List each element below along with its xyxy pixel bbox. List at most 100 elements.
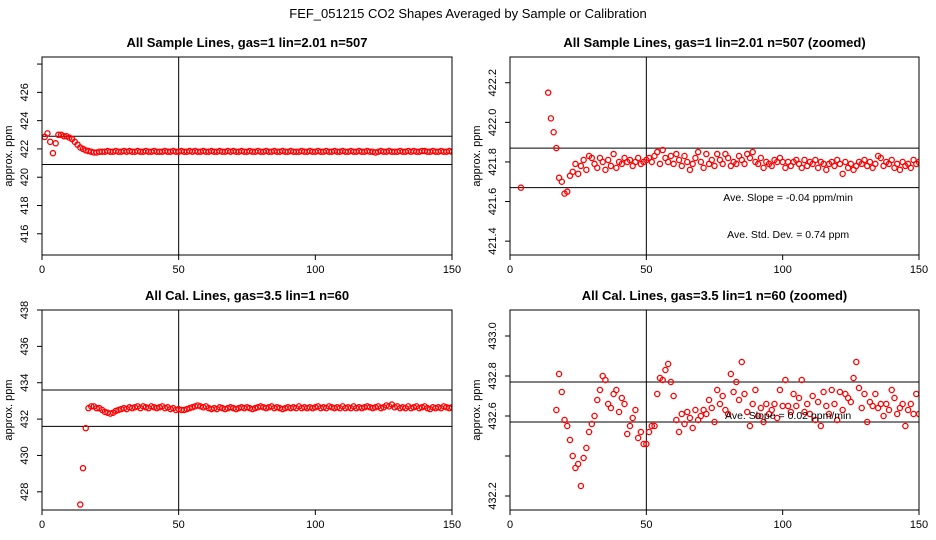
panel-sample-lines-y-tick-label-1: 418 <box>19 196 31 214</box>
panel-cal-lines-zoomed-point-77 <box>763 400 770 408</box>
panel-sample-lines-zoomed-point-67 <box>724 154 732 162</box>
panel-cal-lines-zoomed-point-3 <box>561 416 568 424</box>
panel-sample-lines-zoomed-point-65 <box>719 160 726 168</box>
panel-sample-lines-zoomed-point-127 <box>888 156 895 164</box>
panel-cal-lines-zoomed-point-123 <box>888 386 895 394</box>
panel-sample-lines-zoomed-point-73 <box>741 160 748 168</box>
panel-cal-lines-zoomed-point-48 <box>683 408 691 416</box>
panel-sample-lines-zoomed-point-14 <box>580 156 587 164</box>
panel-cal-lines-x-tick-label-3: 150 <box>443 519 461 531</box>
panel-cal-lines-zoomed-point-41 <box>664 360 672 368</box>
panel-sample-lines-zoomed-point-119 <box>866 158 874 166</box>
panel-cal-lines-zoomed-point-63 <box>724 410 732 418</box>
panel-cal-lines-zoomed-point-121 <box>883 400 890 408</box>
panel-cal-lines-zoomed-point-10 <box>580 454 587 462</box>
panel-cal-lines-zoomed-point-9 <box>577 482 585 490</box>
panel-cal-lines-zoomed-point-47 <box>681 420 688 428</box>
panel-cal-lines-zoomed-point-22 <box>613 386 620 394</box>
panel-cal-lines-zoomed-point-79 <box>768 406 776 414</box>
panel-cal-lines-zoomed-point-8 <box>574 460 582 468</box>
panel-sample-lines-zoomed-point-24 <box>607 162 615 170</box>
panel-sample-lines-zoomed-point-22 <box>602 166 609 174</box>
panel-cal-lines-zoomed-point-72 <box>749 400 756 408</box>
panel-sample-lines-zoomed-point-58 <box>700 164 707 172</box>
panel-sample-lines-point-4 <box>52 140 59 147</box>
panel-cal-lines-zoomed-point-31 <box>637 428 645 436</box>
panel-cal-lines-zoomed-point-66 <box>733 378 740 386</box>
panel-cal-lines-x-tick-label-2: 100 <box>306 519 324 531</box>
panel-sample-lines-zoomed-point-51 <box>681 152 688 160</box>
panel-sample-lines-frame <box>41 56 453 256</box>
panel-cal-lines-zoomed-point-99 <box>823 402 830 410</box>
panel-cal-lines-zoomed-point-109 <box>850 374 857 382</box>
panel-cal-lines-zoomed-point-81 <box>773 414 781 422</box>
panel-sample-lines-zoomed-point-95 <box>801 156 808 164</box>
panel-sample-lines-x-tick-label-1: 50 <box>173 264 185 276</box>
panel-cal-lines-zoomed-point-104 <box>836 388 844 396</box>
panel-cal-lines-zoomed-point-6 <box>569 452 576 460</box>
panel-cal-lines-zoomed-point-55 <box>703 410 710 418</box>
panel-cal-lines-zoomed-point-45 <box>675 428 683 436</box>
panel-cal-lines-zoomed-point-87 <box>790 390 797 398</box>
panel-cal-lines-zoomed-point-26 <box>623 430 631 438</box>
panel-cal-lines-zoomed-point-119 <box>877 400 885 408</box>
panel-cal-lines-point-0 <box>77 501 84 508</box>
panel-cal-lines-zoomed-point-14 <box>591 412 598 420</box>
panel-sample-lines-zoomed-point-2 <box>547 115 555 122</box>
panel-cal-lines-zoomed-point-129 <box>904 406 912 414</box>
panel-cal-lines-zoomed-x-tick-label-2: 100 <box>773 519 791 531</box>
panel-cal-lines-zoomed-point-111 <box>855 384 863 392</box>
panel-cal-lines-zoomed-point-46 <box>678 410 686 418</box>
panel-sample-lines-y-tick-label-0: 416 <box>19 225 31 243</box>
panel-cal-lines-zoomed-point-59 <box>713 386 721 394</box>
panel-cal-lines-zoomed-point-11 <box>583 444 590 452</box>
panel-cal-lines-zoomed-point-105 <box>839 406 846 414</box>
panel-sample-lines-zoomed-point-130 <box>896 166 904 174</box>
panel-cal-lines-zoomed-point-67 <box>735 396 743 404</box>
panel-cal-lines-zoomed-point-16 <box>596 386 604 394</box>
panel-sample-lines-zoomed-point-137 <box>915 158 919 166</box>
panel-sample-lines-zoomed-y-tick-label-1: 421.6 <box>487 188 499 216</box>
panel-cal-lines-zoomed-frame <box>509 309 920 511</box>
panel-sample-lines-zoomed: All Sample Lines, gas=1 lin=2.01 n=507 (… <box>471 35 928 276</box>
panel-sample-lines-zoomed-point-28 <box>618 160 626 168</box>
panel-sample-lines-zoomed-y-tick-label-3: 422.0 <box>487 109 499 137</box>
panel-cal-lines-zoomed-point-18 <box>602 376 609 384</box>
panel-sample-lines-y-tick-label-5: 426 <box>19 83 31 101</box>
panel-cal-lines-zoomed-point-12 <box>585 428 593 436</box>
panel-sample-lines-zoomed-point-45 <box>664 158 672 166</box>
panel-sample-lines-zoomed-point-63 <box>713 150 721 158</box>
panel-sample-lines-zoomed-x-tick-label-0: 0 <box>507 264 513 276</box>
panel-sample-lines-title: All Sample Lines, gas=1 lin=2.01 n=507 <box>127 35 368 50</box>
panel-cal-lines-zoomed-points <box>553 358 919 490</box>
panel-cal-lines-zoomed-annotation-0: Ave. Slope = 0.02 ppm/min <box>725 410 851 422</box>
panel-sample-lines-zoomed-point-87 <box>779 158 786 166</box>
panel-cal-lines-title: All Cal. Lines, gas=3.5 lin=1 n=60 <box>145 288 349 303</box>
panel-cal-lines-zoomed-point-44 <box>673 416 680 424</box>
panel-sample-lines-zoomed-points <box>517 89 919 197</box>
panel-cal-lines-point-4 <box>87 403 95 410</box>
panel-sample-lines-zoomed-y-tick-label-0: 421.4 <box>487 227 499 255</box>
panel-sample-lines-zoomed-point-134 <box>907 164 915 172</box>
panel-cal-lines-zoomed-point-34 <box>645 428 653 436</box>
panel-cal-lines-points <box>77 401 452 508</box>
panel-cal-lines-zoomed-point-98 <box>820 388 827 396</box>
panel-sample-lines-zoomed-y-tick-label-2: 421.8 <box>487 148 499 176</box>
panel-sample-lines-zoomed-point-61 <box>708 156 716 164</box>
panel-sample-lines-zoomed-point-62 <box>711 162 718 170</box>
panel-sample-lines-y-tick-label-3: 422 <box>19 140 31 158</box>
panel-cal-lines-zoomed-point-120 <box>880 412 887 420</box>
panel-cal-lines-x-tick-label-0: 0 <box>39 519 45 531</box>
panel-cal-lines-zoomed-point-133 <box>915 410 919 418</box>
panel-sample-lines-zoomed-point-23 <box>604 156 612 164</box>
panel-cal-lines-zoomed: All Cal. Lines, gas=3.5 lin=1 n=60 (zoom… <box>471 288 928 531</box>
panel-sample-lines-zoomed-point-100 <box>814 164 822 172</box>
panel-sample-lines-zoomed-point-6 <box>558 178 566 185</box>
panel-sample-lines: All Sample Lines, gas=1 lin=2.01 n=507 ap… <box>3 35 461 276</box>
panel-cal-lines-zoomed-point-60 <box>716 400 724 408</box>
panel-cal-lines-zoomed-x-tick-label-3: 150 <box>910 519 928 531</box>
panel-cal-lines-zoomed-point-20 <box>607 404 615 412</box>
panel-cal-lines-zoomed-point-33 <box>643 440 650 448</box>
panel-cal-lines-zoomed-x-tick-label-0: 0 <box>507 519 513 531</box>
